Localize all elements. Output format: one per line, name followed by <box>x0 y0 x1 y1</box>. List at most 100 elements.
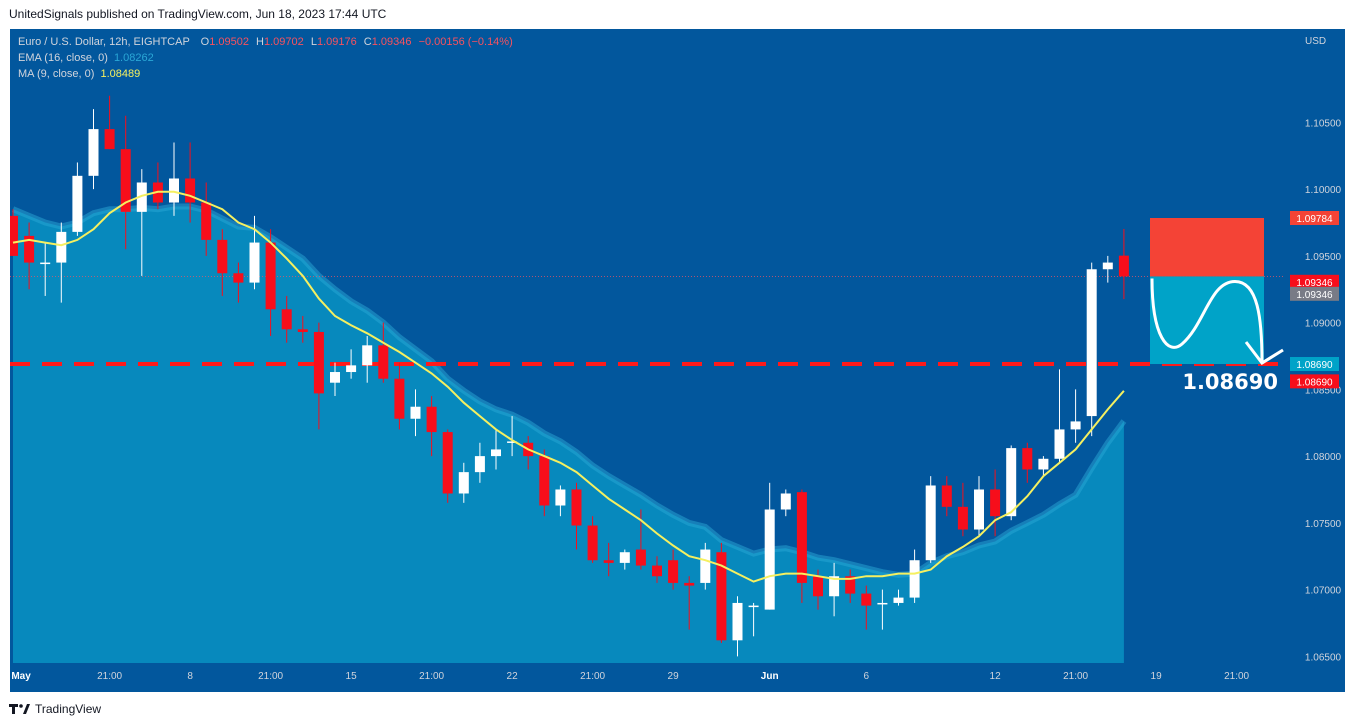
candle-up[interactable] <box>346 349 357 379</box>
candle-down[interactable] <box>217 229 228 296</box>
candle-up[interactable] <box>1006 445 1017 521</box>
candle-down[interactable] <box>861 585 872 630</box>
candle-down[interactable] <box>104 95 115 150</box>
candle-down[interactable] <box>265 229 276 336</box>
price-chart[interactable]: 1.08690 USD 1.10500 1.10000 1.09500 1.09000… <box>10 29 1345 692</box>
candle-up[interactable] <box>877 589 888 630</box>
candle-down[interactable] <box>426 396 437 457</box>
candle-down[interactable] <box>684 576 695 630</box>
candle-down[interactable] <box>1118 228 1129 300</box>
candle-down[interactable] <box>539 449 550 517</box>
candle-down[interactable] <box>10 209 18 256</box>
candle-up[interactable] <box>88 109 99 190</box>
x-tick-label: 12 <box>990 671 1002 682</box>
candle-down[interactable] <box>442 429 453 503</box>
price-label-box <box>1290 357 1339 372</box>
candle-body <box>909 560 920 598</box>
candle-up[interactable] <box>458 462 469 503</box>
candle-down[interactable] <box>297 315 308 343</box>
candle-down[interactable] <box>201 182 212 256</box>
candle-up[interactable] <box>330 362 340 397</box>
candle-up[interactable] <box>136 169 147 276</box>
candle-down[interactable] <box>668 549 679 590</box>
candle-up[interactable] <box>619 549 630 570</box>
candle-up[interactable] <box>1086 262 1097 437</box>
candle-body <box>281 309 292 330</box>
y-tick-label: 1.10000 <box>1305 185 1342 196</box>
candle-body <box>732 602 743 641</box>
candle-down[interactable] <box>394 362 405 430</box>
candle-up[interactable] <box>249 215 260 290</box>
candle-up[interactable] <box>507 416 518 457</box>
candle-up[interactable] <box>474 442 485 483</box>
last-price-label[interactable]: 1.09346 <box>1290 274 1339 289</box>
candle-up[interactable] <box>1054 369 1065 463</box>
candle-body <box>796 492 807 583</box>
candle-up[interactable] <box>1070 389 1081 443</box>
candle-body <box>410 406 421 419</box>
target-price-label[interactable]: 1.08690 <box>1290 357 1339 372</box>
target-annotation: 1.08690 <box>1182 370 1278 394</box>
candle-up[interactable] <box>829 562 840 617</box>
price-label-box <box>1290 286 1339 301</box>
candle-up[interactable] <box>362 335 373 383</box>
projection-arrow-icon <box>1244 341 1284 366</box>
legend-ema-row[interactable]: EMA (16, close, 0) 1.08262 <box>18 52 154 64</box>
candle-up[interactable] <box>169 142 179 216</box>
candle-up[interactable] <box>555 485 566 517</box>
candle-down[interactable] <box>716 542 727 643</box>
candle-up[interactable] <box>732 596 743 657</box>
candle-up[interactable] <box>56 222 67 303</box>
open-label: O <box>200 36 210 48</box>
candle-up[interactable] <box>780 489 791 517</box>
candle-down[interactable] <box>957 482 968 537</box>
candle-up[interactable] <box>72 162 83 236</box>
candle-down[interactable] <box>603 542 614 577</box>
candle-up[interactable] <box>40 242 51 296</box>
open-value: 1.09502 <box>209 36 249 48</box>
x-tick-label: 15 <box>346 671 358 682</box>
candle-up[interactable] <box>764 482 775 610</box>
candle-up[interactable] <box>893 589 904 606</box>
candle-body <box>10 215 18 256</box>
x-tick-label: 21:00 <box>1063 671 1088 682</box>
stop-price-label[interactable]: 1.09784 <box>1290 210 1339 225</box>
candle-body <box>330 372 340 383</box>
candle-down[interactable] <box>185 142 196 223</box>
candle-down[interactable] <box>152 162 163 210</box>
candle-down[interactable] <box>120 115 131 250</box>
candle-up[interactable] <box>974 476 984 537</box>
ema-line <box>11 203 1127 578</box>
candle-down[interactable] <box>941 476 952 517</box>
candle-down[interactable] <box>845 569 856 603</box>
x-tick-label: 19 <box>1151 671 1163 682</box>
candle-down[interactable] <box>281 295 292 343</box>
candle-up[interactable] <box>1102 255 1113 283</box>
candle-up[interactable] <box>1038 456 1049 477</box>
candle-body <box>362 345 373 366</box>
candle-down[interactable] <box>571 482 582 550</box>
x-tick-label: 22 <box>507 671 519 682</box>
candle-down[interactable] <box>587 516 598 563</box>
support-price-label[interactable]: 1.08690 <box>1290 374 1339 389</box>
candle-up[interactable] <box>925 476 936 563</box>
candle-up[interactable] <box>700 542 711 590</box>
candle-down[interactable] <box>990 469 1001 537</box>
candle-up[interactable] <box>748 602 759 637</box>
candle-down[interactable] <box>796 489 807 603</box>
chart-panel[interactable]: 1.08690 USD 1.10500 1.10000 1.09500 1.09000… <box>10 29 1345 692</box>
candle-down[interactable] <box>313 322 324 430</box>
candle-up[interactable] <box>410 389 421 437</box>
stop-loss-zone <box>1150 217 1264 277</box>
candle-up[interactable] <box>491 429 501 470</box>
candle-down[interactable] <box>1022 442 1033 483</box>
candle-up[interactable] <box>909 549 920 603</box>
low-value: 1.09176 <box>316 36 357 48</box>
candle-down[interactable] <box>233 262 244 303</box>
entry-price-label[interactable]: 1.09346 <box>1290 286 1339 301</box>
candle-down[interactable] <box>378 322 389 383</box>
candle-body <box>1070 421 1081 430</box>
candle-down[interactable] <box>652 556 662 583</box>
legend-ma-row[interactable]: MA (9, close, 0) 1.08489 <box>18 68 140 80</box>
candle-down[interactable] <box>24 222 35 290</box>
